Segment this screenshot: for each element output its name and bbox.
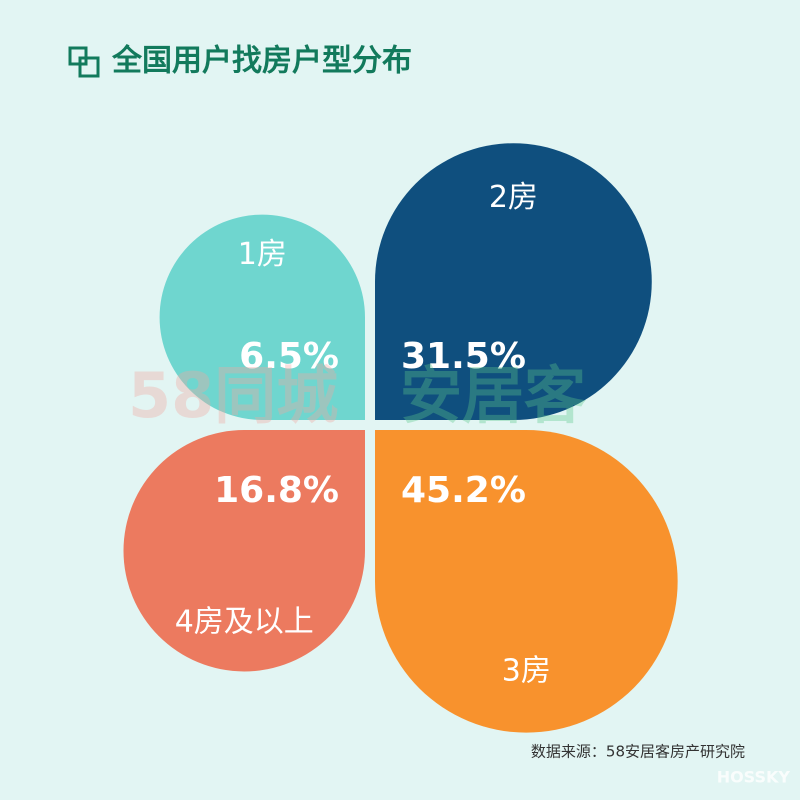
watermark: 安居客	[400, 359, 586, 432]
category-label: 3房	[502, 654, 551, 689]
watermark: 58同城	[128, 359, 338, 432]
watermark: HOSSKY	[717, 768, 791, 787]
source: 数据来源：58安居客房产研究院	[531, 743, 745, 761]
category-label: 2房	[489, 180, 538, 215]
category-label: 1房	[238, 237, 287, 272]
petals: 1房 6.5% 2房 31.5% 3房 45.2% 4房及以上 16.8%	[123, 143, 678, 733]
petal	[375, 143, 652, 420]
petal	[159, 214, 365, 420]
value-label: 31.5%	[401, 336, 526, 377]
value-label: 6.5%	[239, 336, 339, 377]
value-label: 16.8%	[214, 470, 339, 511]
title-icon	[68, 46, 100, 78]
category-label: 4房及以上	[175, 605, 314, 640]
petal	[375, 430, 678, 733]
petal	[123, 430, 365, 672]
value-label: 45.2%	[401, 470, 526, 511]
chart-title: 全国用户找房户型分布	[111, 44, 412, 79]
